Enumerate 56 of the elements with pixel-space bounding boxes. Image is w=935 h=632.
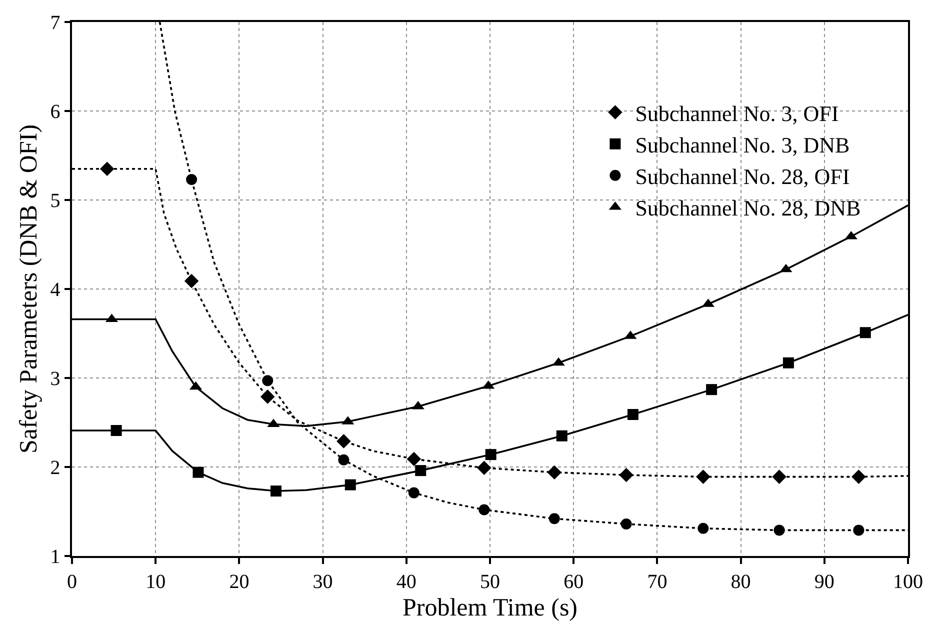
x-tick-label: 40 — [396, 570, 416, 593]
legend-label: Subchannel No. 3, OFI — [635, 100, 839, 126]
x-tick-label: 0 — [67, 570, 77, 593]
x-tick-label: 80 — [730, 570, 751, 593]
point — [548, 513, 560, 524]
point — [478, 504, 490, 516]
point — [262, 375, 274, 386]
x-tick-label: 100 — [893, 570, 923, 593]
y-tick-label: 1 — [50, 546, 60, 568]
point — [415, 465, 426, 476]
point — [406, 452, 422, 466]
point — [110, 425, 122, 436]
x-axis-title: Problem Time (s) — [402, 594, 578, 622]
x-tick-label: 50 — [480, 570, 500, 593]
point — [336, 434, 351, 448]
point — [100, 162, 114, 176]
point — [184, 274, 199, 288]
point — [408, 487, 420, 498]
point — [853, 524, 864, 536]
point — [627, 408, 638, 420]
x-tick-label: 60 — [564, 570, 584, 593]
point — [774, 524, 785, 536]
y-tick-label: 5 — [50, 190, 60, 212]
y-tick-label: 4 — [50, 279, 60, 301]
legend-label: Subchannel No. 28, OFI — [635, 164, 850, 189]
point — [852, 470, 866, 484]
point — [782, 357, 794, 368]
y-axis-title: Safety Parameters (DNB & OFI) — [16, 124, 42, 454]
y-tick-label: 7 — [50, 12, 60, 34]
point — [338, 454, 350, 466]
x-tick-label: 20 — [229, 570, 250, 593]
x-tick-label: 10 — [146, 570, 166, 593]
point — [344, 479, 356, 490]
point — [698, 522, 709, 534]
point — [860, 327, 871, 338]
y-tick-label: 2 — [50, 457, 60, 479]
point — [192, 466, 204, 478]
point — [270, 486, 282, 497]
y-tick-label: 6 — [50, 101, 60, 123]
point — [772, 470, 786, 484]
point — [696, 470, 710, 484]
x-tick-label: 30 — [312, 570, 333, 593]
point — [485, 449, 496, 460]
point — [620, 518, 632, 530]
point — [186, 174, 198, 186]
point — [619, 468, 634, 482]
y-tick-label: 3 — [50, 368, 60, 390]
point — [477, 460, 492, 476]
legend-label: Subchannel No. 28, DNB — [635, 196, 861, 221]
point — [556, 430, 568, 442]
x-tick-label: 70 — [647, 570, 668, 593]
point — [706, 384, 718, 396]
point — [260, 390, 275, 404]
legend-label: Subchannel No. 3, DNB — [635, 132, 850, 158]
x-tick-label: 90 — [814, 570, 834, 593]
point — [547, 465, 562, 480]
